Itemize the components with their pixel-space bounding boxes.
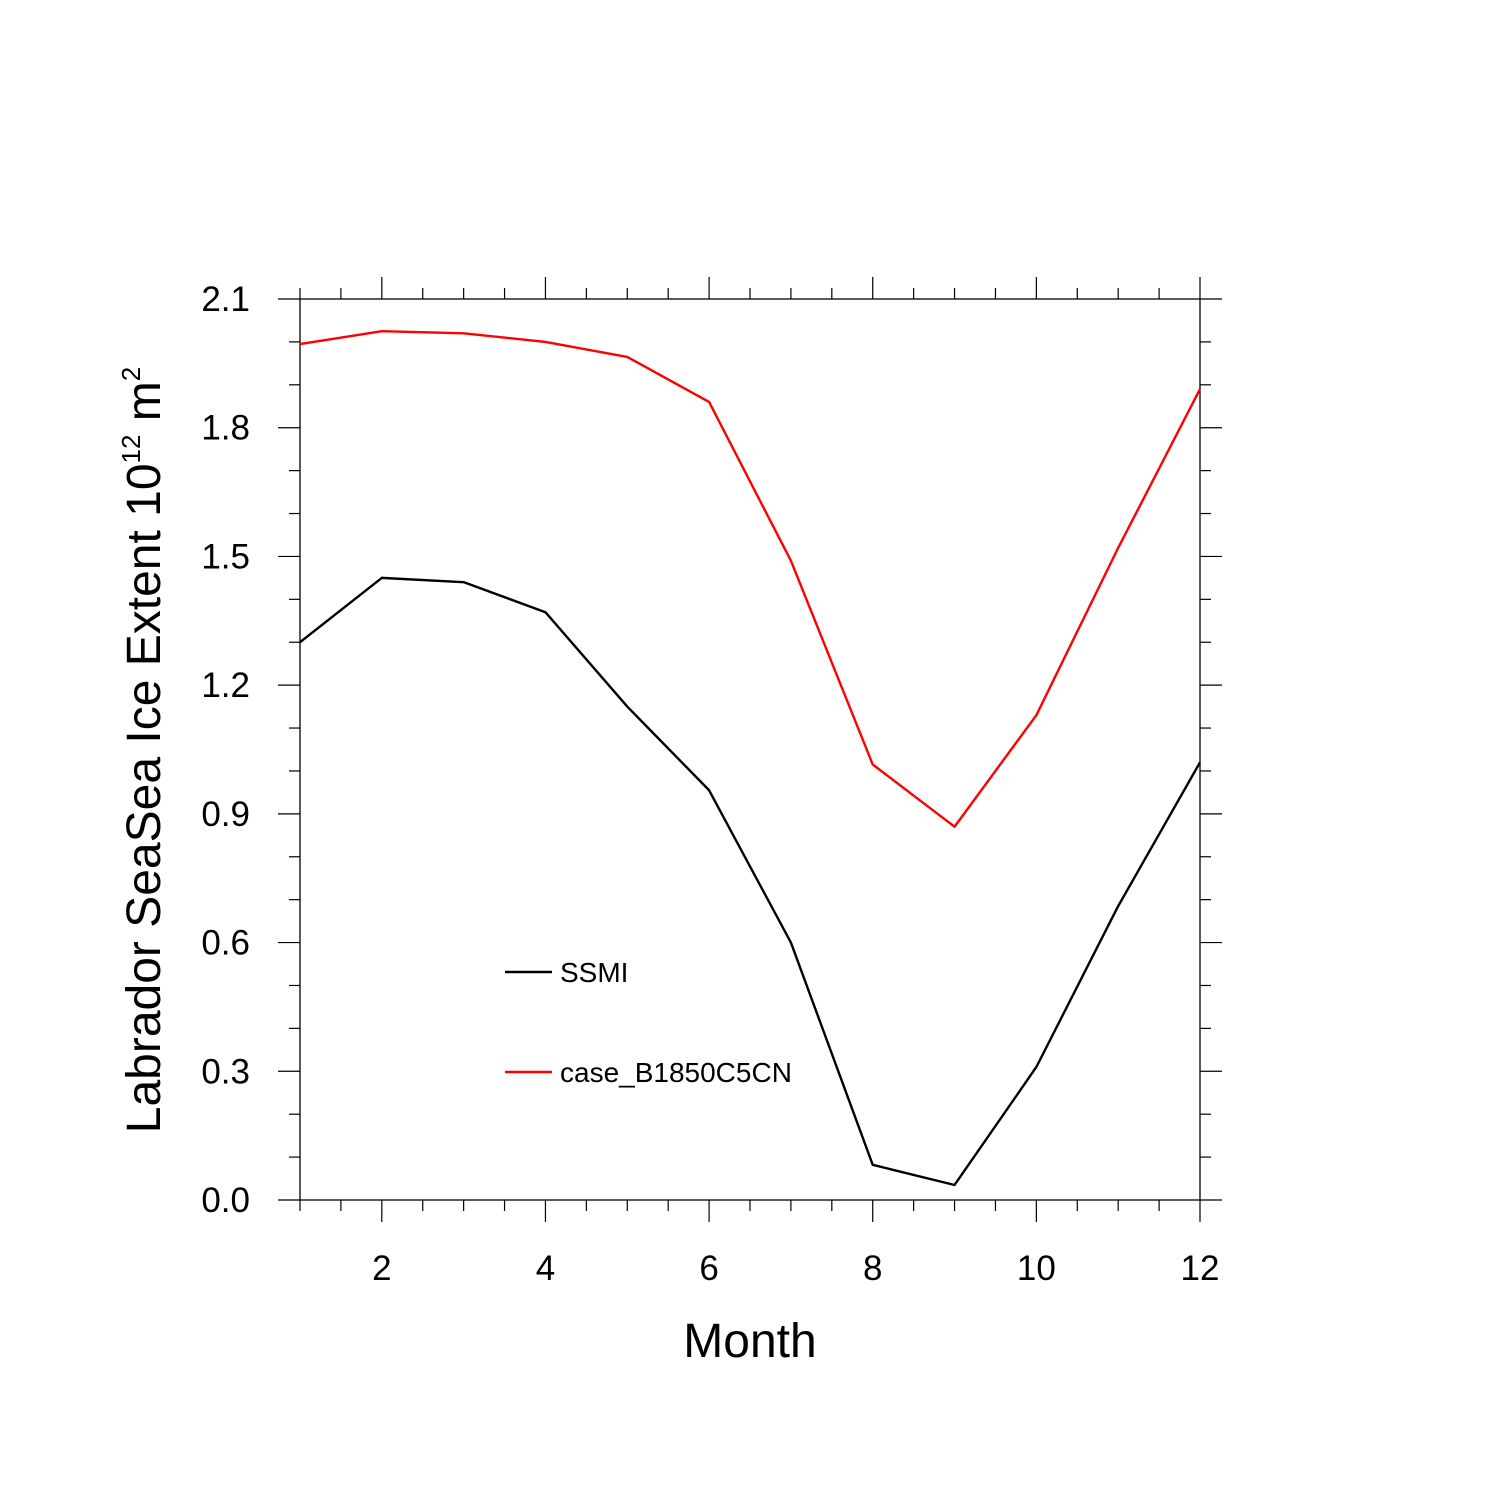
x-tick-label: 4 bbox=[536, 1249, 555, 1288]
x-tick-label: 10 bbox=[1017, 1249, 1056, 1288]
axis-ticks bbox=[278, 277, 1222, 1222]
series-layer bbox=[299, 329, 1202, 1187]
y-tick-label: 0.9 bbox=[201, 795, 250, 834]
y-axis-title-unit: m bbox=[118, 381, 171, 434]
y-axis-title-exponent: 12 bbox=[116, 435, 146, 464]
y-tick-label: 0.3 bbox=[201, 1052, 250, 1091]
y-tick-label: 1.2 bbox=[201, 666, 250, 705]
series-line-ssmi bbox=[299, 576, 1202, 1187]
x-tick-label: 6 bbox=[699, 1249, 718, 1288]
x-tick-label: 2 bbox=[372, 1249, 391, 1288]
y-axis-title-text: Labrador SeaSea Ice Extent 10 bbox=[118, 463, 171, 1133]
legend-label: SSMI bbox=[560, 957, 628, 988]
legend-label: case_B1850C5CN bbox=[560, 1057, 792, 1088]
y-axis-title-unit-exponent: 2 bbox=[116, 367, 146, 381]
y-tick-label: 1.5 bbox=[201, 537, 250, 576]
y-axis-title: Labrador SeaSea Ice Extent 1012 m2 bbox=[116, 367, 171, 1134]
legend: SSMI case_B1850C5CN bbox=[505, 957, 792, 1088]
y-tick-label: 1.8 bbox=[201, 409, 250, 448]
y-tick-label: 0.0 bbox=[201, 1181, 250, 1220]
tick-labels: 2 4 6 8 10 12 0.0 0.3 0.6 0.9 1.2 1.5 1.8 2.1 bbox=[201, 280, 1219, 1288]
x-tick-label: 8 bbox=[863, 1249, 882, 1288]
x-axis-title: Month bbox=[683, 1315, 816, 1368]
series-line-case bbox=[299, 329, 1202, 828]
plot-frame bbox=[299, 298, 1201, 1201]
x-tick-label: 12 bbox=[1181, 1249, 1220, 1288]
y-tick-label: 0.6 bbox=[201, 924, 250, 963]
y-tick-label: 2.1 bbox=[201, 280, 250, 319]
